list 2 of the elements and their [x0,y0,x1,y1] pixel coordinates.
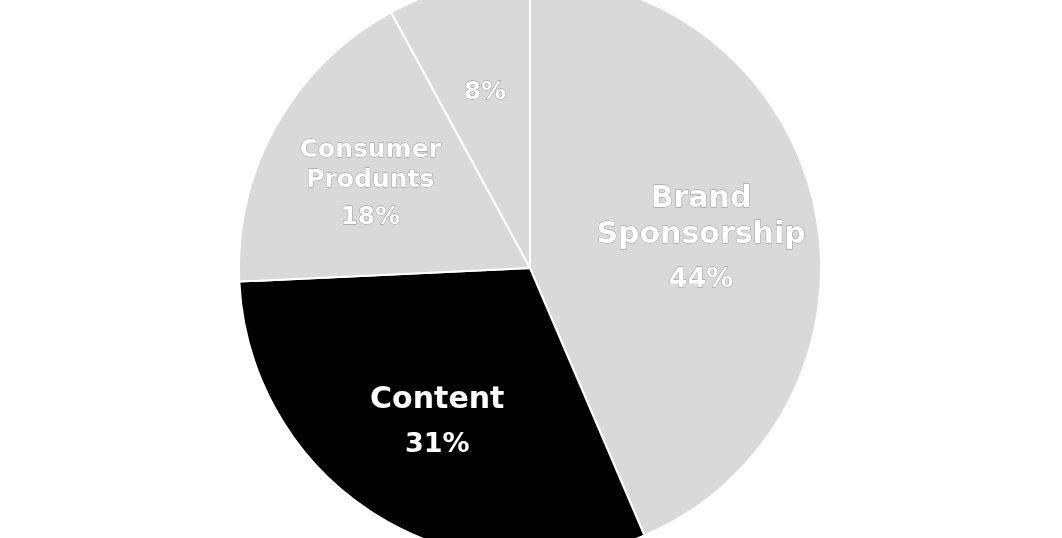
data-label: 31% [404,427,470,459]
slice-label: Content [370,380,505,416]
